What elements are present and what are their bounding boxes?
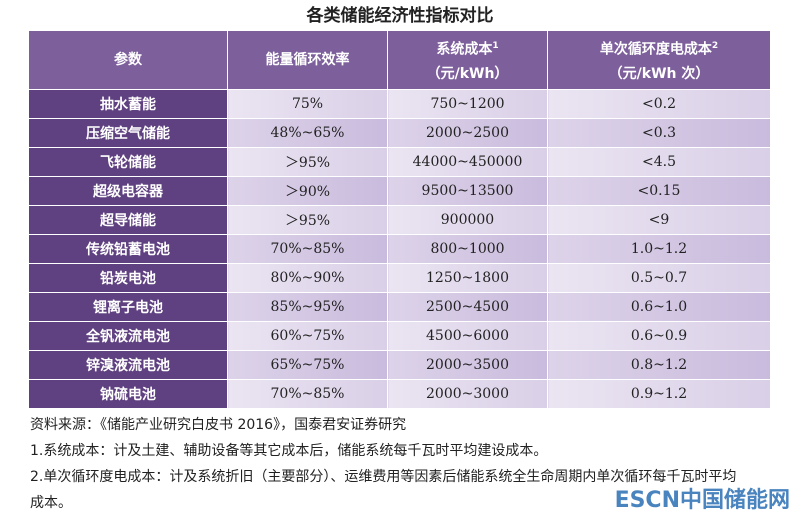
row-label: 压缩空气储能 [28, 118, 228, 148]
note: 资料来源：《储能产业研究白皮书 2016》，国泰君安证券研究 [30, 417, 407, 433]
table-cell: ＞95% [227, 147, 388, 177]
row-label: 传统铅蓄电池 [28, 234, 228, 264]
table-cell: 44000~450000 [387, 147, 548, 177]
table-cell: 70%~85% [227, 234, 388, 264]
notes: 资料来源：《储能产业研究白皮书 2016》，国泰君安证券研究 1.系统成本：计及土… [30, 412, 745, 516]
row-label: 全钒液流电池 [28, 321, 228, 351]
table-cell: 85%~95% [227, 292, 388, 322]
header-label: 系统成本 [436, 41, 493, 58]
table-row: 飞轮储能 ＞95% 44000~450000 <4.5 [28, 147, 771, 177]
table-row: 超导储能 ＞95% 900000 <9 [28, 205, 771, 235]
table-row: 传统铅蓄电池 70%~85% 800~1000 1.0~1.2 [28, 234, 771, 264]
table-row: 钠硫电池 70%~85% 2000~3000 0.9~1.2 [28, 379, 771, 409]
note: 1.系统成本：计及土建、辅助设备等其它成本后，储能系统每千瓦时平均建设成本。 [30, 443, 548, 459]
watermark: ESCN中国储能网 [614, 488, 790, 513]
row-label: 超导储能 [28, 205, 228, 235]
table-row: 铅炭电池 80%~90% 1250~1800 0.5~0.7 [28, 263, 771, 293]
table-cell: ＞95% [227, 205, 388, 235]
header-cell: 系统成本1 （元/kWh） [387, 30, 548, 90]
row-label: 铅炭电池 [28, 263, 228, 293]
title: 各类储能经济性指标对比 [306, 6, 494, 26]
header-footnote-mark: 2 [711, 41, 719, 52]
table-cell: 65%~75% [227, 350, 388, 380]
header-footnote-mark: 1 [492, 41, 499, 52]
table-cell: <4.5 [547, 147, 771, 177]
table-cell: 0.5~0.7 [547, 263, 771, 293]
table-cell: 2500~4500 [387, 292, 548, 322]
table-cell: 75% [227, 89, 388, 119]
table-cell: 750~1200 [387, 89, 548, 119]
table-cell: <9 [547, 205, 771, 235]
table-row: 锌溴液流电池 65%~75% 2000~3500 0.8~1.2 [28, 350, 771, 380]
table-cell: 0.9~1.2 [547, 379, 771, 409]
table-cell: 9500~13500 [387, 176, 548, 206]
table-cell: 4500~6000 [387, 321, 548, 351]
table-cell: 0.6~0.9 [547, 321, 771, 351]
table-cell: <0.15 [547, 176, 771, 206]
header-row: 参数 能量循环效率 系统成本1 （元/kWh） 单次循环度电成本2 （元/kWh 次） [28, 30, 771, 90]
table-cell: 1.0~1.2 [547, 234, 771, 264]
table-cell: 70%~85% [227, 379, 388, 409]
table-cell: 0.6~1.0 [547, 292, 771, 322]
header-label: 参数 [114, 52, 142, 68]
table-cell: 2000~3000 [387, 379, 548, 409]
table-cell: 800~1000 [387, 234, 548, 264]
header-label: 能量循环效率 [265, 52, 350, 68]
table-cell: 1250~1800 [387, 263, 548, 293]
row-label: 抽水蓄能 [28, 89, 228, 119]
header-cell: 能量循环效率 [227, 30, 388, 90]
note: 2.单次循环度电成本：计及系统折旧（主要部分）、运维费用等因素后储能系统全生命周… [30, 469, 737, 511]
table-row: 压缩空气储能 48%~65% 2000~2500 <0.3 [28, 118, 771, 148]
table-row: 超级电容器 ＞90% 9500~13500 <0.15 [28, 176, 771, 206]
table-cell: 900000 [387, 205, 548, 235]
table-cell: 0.8~1.2 [547, 350, 771, 380]
header-unit: （元/kWh） [426, 65, 509, 82]
table-cell: 80%~90% [227, 263, 388, 293]
row-label: 超级电容器 [28, 176, 228, 206]
table-row: 抽水蓄能 75% 750~1200 <0.2 [28, 89, 771, 119]
header-cell: 参数 [28, 30, 228, 90]
table: 参数 能量循环效率 系统成本1 （元/kWh） 单次循环度电成本2 （元/kWh 次） 抽… [28, 30, 771, 409]
table-cell: 2000~3500 [387, 350, 548, 380]
table-body: 抽水蓄能 75% 750~1200 <0.2 压缩空气储能 48%~65% 2000~250… [28, 89, 771, 409]
table-row: 锂离子电池 85%~95% 2500~4500 0.6~1.0 [28, 292, 771, 322]
table-cell: 60%~75% [227, 321, 388, 351]
header-unit: （元/kWh 次） [608, 65, 710, 82]
table-row: 全钒液流电池 60%~75% 4500~6000 0.6~0.9 [28, 321, 771, 351]
table-cell: <0.3 [547, 118, 771, 148]
row-label: 飞轮储能 [28, 147, 228, 177]
row-label: 钠硫电池 [28, 379, 228, 409]
header-cell: 单次循环度电成本2 （元/kWh 次） [547, 30, 771, 90]
row-label: 锌溴液流电池 [28, 350, 228, 380]
row-label: 锂离子电池 [28, 292, 228, 322]
table-cell: ＞90% [227, 176, 388, 206]
header-label: 单次循环度电成本 [599, 41, 712, 58]
table-cell: 48%~65% [227, 118, 388, 148]
table-cell: 2000~2500 [387, 118, 548, 148]
table-cell: <0.2 [547, 89, 771, 119]
